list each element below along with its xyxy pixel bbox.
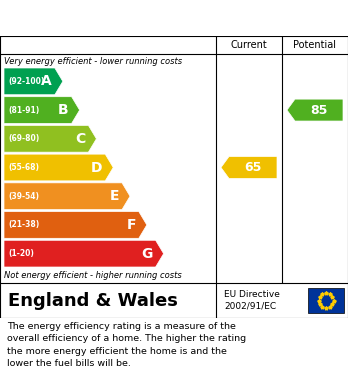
Text: 65: 65 [244,161,262,174]
Polygon shape [4,126,96,152]
Polygon shape [4,154,113,181]
Polygon shape [4,183,130,210]
Bar [308,288,344,313]
Polygon shape [4,68,63,95]
Text: England & Wales: England & Wales [8,292,178,310]
Text: Potential: Potential [293,40,337,50]
Text: B: B [58,103,69,117]
Text: D: D [91,160,102,174]
Text: G: G [141,247,153,261]
Text: Not energy efficient - higher running costs: Not energy efficient - higher running co… [4,271,182,280]
Text: (21-38): (21-38) [8,221,39,230]
Polygon shape [4,240,164,267]
Text: (81-91): (81-91) [8,106,39,115]
Text: C: C [75,132,85,146]
Text: EU Directive
2002/91/EC: EU Directive 2002/91/EC [224,291,280,310]
Text: Energy Efficiency Rating: Energy Efficiency Rating [63,11,285,25]
Polygon shape [4,212,147,238]
Text: 85: 85 [310,104,328,117]
Text: (69-80): (69-80) [8,134,39,143]
Polygon shape [4,97,80,124]
Text: A: A [41,74,52,88]
Text: (92-100): (92-100) [8,77,45,86]
Text: (1-20): (1-20) [8,249,34,258]
Text: (39-54): (39-54) [8,192,39,201]
Text: Very energy efficient - lower running costs: Very energy efficient - lower running co… [4,57,182,66]
Text: The energy efficiency rating is a measure of the
overall efficiency of a home. T: The energy efficiency rating is a measur… [7,322,246,368]
Polygon shape [221,156,277,178]
Text: (55-68): (55-68) [8,163,39,172]
Polygon shape [287,99,343,121]
Text: E: E [110,189,119,203]
Text: F: F [126,218,136,232]
Text: Current: Current [231,40,267,50]
